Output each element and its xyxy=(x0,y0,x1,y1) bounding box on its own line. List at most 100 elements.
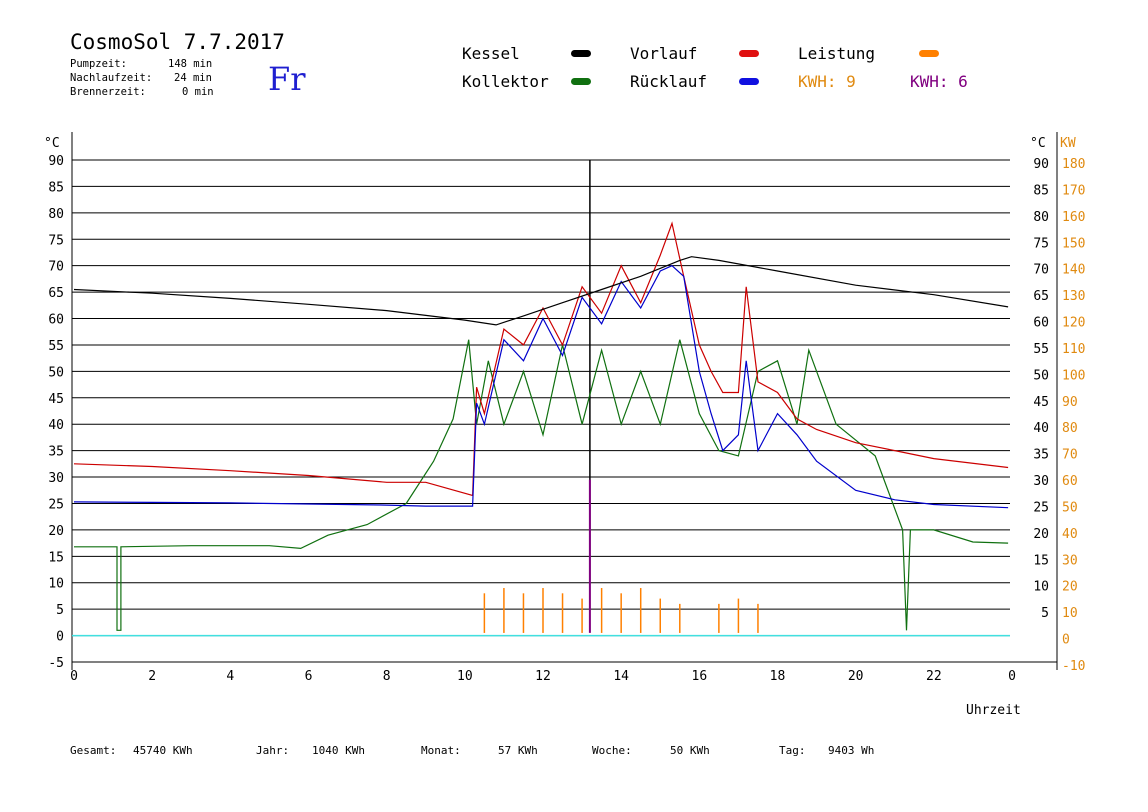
y-tick-left: 35 xyxy=(48,445,64,460)
footer-jahr-value: 1040 KWh xyxy=(312,744,365,757)
y-tick-right-power: 120 xyxy=(1062,316,1085,331)
y-tick-right-power: 80 xyxy=(1062,421,1078,436)
series-line-kollektor xyxy=(74,339,1009,631)
y-tick-left: 75 xyxy=(48,233,64,248)
y-tick-left: 55 xyxy=(48,339,64,354)
y-tick-left: 40 xyxy=(48,418,64,433)
y-tick-left: 50 xyxy=(48,365,64,380)
footer-tag-value: 9403 Wh xyxy=(828,744,875,757)
y-tick-left: 15 xyxy=(48,550,64,565)
y-tick-right-temp: 25 xyxy=(1033,500,1049,515)
x-tick: 20 xyxy=(848,669,864,684)
y-tick-right-temp: 20 xyxy=(1033,527,1049,542)
legend-vorlauf-swatch xyxy=(739,50,759,57)
series-line-kessel xyxy=(73,256,1009,326)
x-tick: 8 xyxy=(383,669,391,684)
y-tick-right-power: 70 xyxy=(1062,448,1078,463)
weekday-label: Fr xyxy=(268,60,306,98)
y-tick-right-temp: 45 xyxy=(1033,395,1049,410)
y-tick-left: 60 xyxy=(48,313,64,328)
y-tick-left: 10 xyxy=(48,577,64,592)
burner-time-value: 0 min xyxy=(182,86,214,98)
y-tick-right-power: 50 xyxy=(1062,500,1078,515)
footer-woche-label: Woche: xyxy=(592,744,632,757)
pump-time-value: 148 min xyxy=(168,58,213,70)
y-tick-left: -5 xyxy=(48,656,64,671)
x-tick: 0 xyxy=(1008,669,1016,684)
footer-tag-label: Tag: xyxy=(779,744,806,757)
x-tick: 22 xyxy=(926,669,942,684)
footer-gesamt-label: Gesamt: xyxy=(70,744,117,757)
x-tick: 14 xyxy=(613,669,629,684)
y-tick-right-temp: 70 xyxy=(1033,263,1049,278)
y-tick-left: 0 xyxy=(56,630,64,645)
y-tick-right-power: -10 xyxy=(1062,659,1085,674)
legend-kessel-swatch xyxy=(571,50,591,57)
footer-woche-value: 50 KWh xyxy=(670,744,710,757)
y-tick-right-temp: 85 xyxy=(1033,183,1049,198)
x-tick: 4 xyxy=(226,669,234,684)
legend-kollektor: Kollektor xyxy=(462,72,549,91)
y-tick-right-power: 170 xyxy=(1062,183,1085,198)
y-tick-right-temp: 80 xyxy=(1033,210,1049,225)
y-tick-right-power: 160 xyxy=(1062,210,1085,225)
legend-kwh-purple: KWH: 6 xyxy=(910,72,968,91)
y-axis-unit-power: KW xyxy=(1060,136,1076,151)
legend-leistung-swatch xyxy=(919,50,939,57)
y-tick-right-temp: 65 xyxy=(1033,289,1049,304)
burner-time-label: Brennerzeit: xyxy=(70,86,146,98)
y-tick-right-power: 0 xyxy=(1062,633,1070,648)
y-tick-left: 65 xyxy=(48,286,64,301)
legend-ruecklauf: Rücklauf xyxy=(630,72,708,91)
y-tick-right-power: 180 xyxy=(1062,157,1085,172)
y-tick-right-power: 110 xyxy=(1062,342,1085,357)
y-axis-unit-right: °C xyxy=(1030,136,1046,151)
y-tick-left: 80 xyxy=(48,207,64,222)
legend-kessel: Kessel xyxy=(462,44,520,63)
y-tick-right-temp: 75 xyxy=(1033,236,1049,251)
y-tick-left: 85 xyxy=(48,180,64,195)
footer-monat-value: 57 KWh xyxy=(498,744,538,757)
y-axis-unit-left: °C xyxy=(44,136,60,151)
pump-time-label: Pumpzeit: xyxy=(70,58,127,70)
y-tick-left: 30 xyxy=(48,471,64,486)
y-tick-right-power: 20 xyxy=(1062,580,1078,595)
afterrun-time-value: 24 min xyxy=(174,72,212,84)
x-tick: 12 xyxy=(535,669,551,684)
legend-kwh-orange: KWH: 9 xyxy=(798,72,856,91)
legend-vorlauf: Vorlauf xyxy=(630,44,698,63)
x-tick: 6 xyxy=(305,669,313,684)
y-tick-right-temp: 40 xyxy=(1033,421,1049,436)
y-tick-left: 5 xyxy=(56,603,64,618)
y-tick-right-power: 30 xyxy=(1062,553,1078,568)
legend-ruecklauf-swatch xyxy=(739,78,759,85)
y-tick-right-power: 140 xyxy=(1062,263,1085,278)
y-tick-right-power: 40 xyxy=(1062,527,1078,542)
y-tick-left: 25 xyxy=(48,497,64,512)
y-tick-right-temp: 90 xyxy=(1033,157,1049,172)
x-tick: 10 xyxy=(457,669,473,684)
y-tick-left: 20 xyxy=(48,524,64,539)
y-tick-left: 90 xyxy=(48,154,64,169)
x-tick: 2 xyxy=(148,669,156,684)
series-line-vorlauf xyxy=(73,221,1009,497)
y-tick-right-power: 90 xyxy=(1062,395,1078,410)
chart-title: CosmoSol 7.7.2017 xyxy=(70,30,285,54)
y-tick-right-power: 100 xyxy=(1062,368,1085,383)
x-tick: 16 xyxy=(692,669,708,684)
y-tick-right-power: 60 xyxy=(1062,474,1078,489)
footer-gesamt-value: 45740 KWh xyxy=(133,744,193,757)
afterrun-time-label: Nachlaufzeit: xyxy=(70,72,153,84)
x-tick: 18 xyxy=(770,669,786,684)
y-tick-right-power: 150 xyxy=(1062,236,1085,251)
y-tick-right-temp: 10 xyxy=(1033,580,1049,595)
y-tick-right-temp: 60 xyxy=(1033,316,1049,331)
y-tick-left: 45 xyxy=(48,392,64,407)
footer-jahr-label: Jahr: xyxy=(256,744,290,757)
y-tick-right-power: 10 xyxy=(1062,606,1078,621)
footer-monat-label: Monat: xyxy=(421,744,461,757)
y-tick-right-temp: 5 xyxy=(1041,606,1049,621)
y-tick-right-temp: 30 xyxy=(1033,474,1049,489)
y-tick-left: 70 xyxy=(48,260,64,275)
